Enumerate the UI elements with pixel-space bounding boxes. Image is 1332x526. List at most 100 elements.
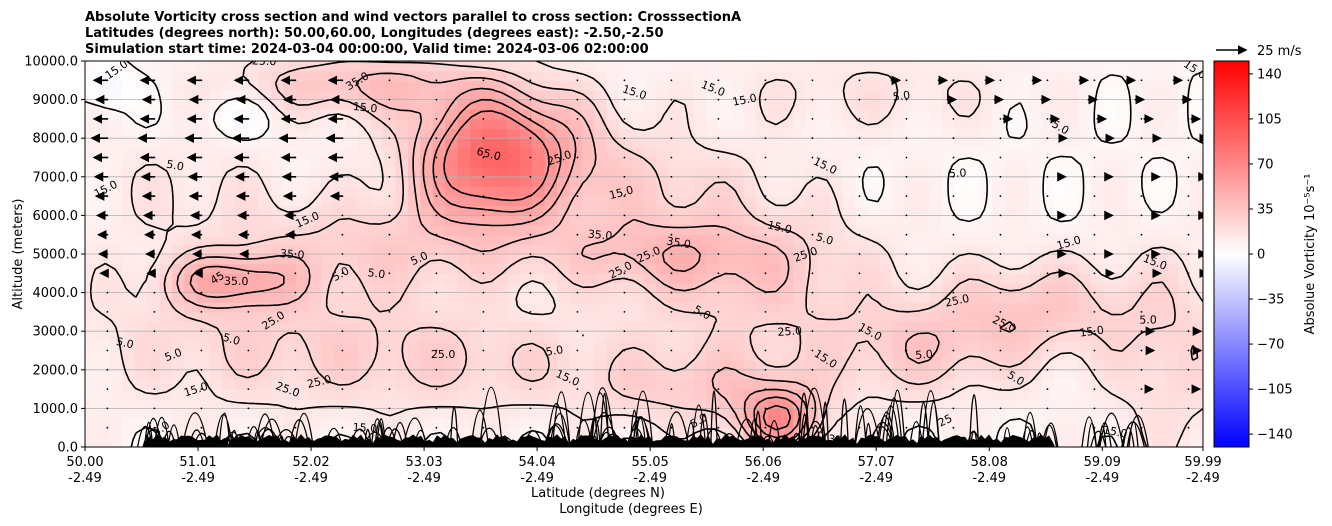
wind-vector-calm: [435, 195, 438, 198]
wind-vector-calm: [482, 388, 485, 390]
heatmap-cell: [122, 186, 136, 197]
heatmap-cell: [1116, 109, 1130, 120]
heatmap-cell: [1066, 196, 1080, 207]
wind-vector-calm: [811, 407, 814, 410]
heatmap-cell: [283, 273, 297, 284]
heatmap-cell: [1140, 311, 1154, 323]
heatmap-cell: [644, 302, 658, 313]
wind-vector-calm: [200, 330, 203, 333]
heatmap-cell: [519, 263, 533, 274]
wind-vector-calm: [294, 426, 297, 429]
heatmap-cell: [1053, 196, 1067, 207]
heatmap-cell: [1016, 215, 1030, 226]
heatmap-cell: [581, 147, 595, 159]
heatmap-cell: [345, 186, 359, 197]
heatmap-cell: [1103, 176, 1117, 188]
heatmap-cell: [557, 80, 571, 91]
heatmap-cell: [1078, 321, 1092, 332]
heatmap-cell: [594, 350, 608, 361]
heatmap-cell: [1153, 369, 1167, 381]
heatmap-cell: [358, 321, 372, 332]
heatmap-cell: [693, 398, 707, 409]
heatmap-cell: [296, 254, 310, 265]
heatmap-cell: [470, 234, 484, 245]
wind-vector-calm: [106, 311, 109, 313]
heatmap-cell: [755, 254, 769, 265]
heatmap-cell: [1128, 437, 1142, 447]
heatmap-cell: [569, 128, 583, 139]
heatmap-cell: [917, 70, 931, 81]
heatmap-cell: [1078, 263, 1092, 274]
heatmap-cell: [644, 311, 658, 323]
heatmap-cell: [171, 311, 185, 323]
heatmap-cell: [606, 418, 620, 429]
heatmap-cell: [1041, 311, 1055, 323]
heatmap-cell: [85, 147, 99, 159]
heatmap-cell: [544, 369, 558, 381]
heatmap-cell: [780, 99, 794, 110]
heatmap-cell: [1178, 340, 1192, 352]
heatmap-cell: [557, 263, 571, 274]
wind-vector-calm: [764, 214, 767, 217]
heatmap-cell: [1178, 118, 1192, 130]
heatmap-cell: [1153, 292, 1167, 303]
heatmap-cell: [892, 331, 906, 342]
heatmap-cell: [966, 128, 980, 139]
heatmap-cell: [1190, 263, 1203, 274]
heatmap-cell: [97, 70, 111, 81]
heatmap-cell: [1178, 157, 1192, 168]
wind-vector-calm: [717, 118, 720, 120]
heatmap-cell: [457, 196, 471, 207]
heatmap-cell: [134, 311, 148, 323]
wind-vector-calm: [858, 311, 861, 313]
heatmap-cell: [768, 311, 782, 323]
heatmap-cell: [1165, 167, 1179, 178]
heatmap-cell: [457, 244, 471, 255]
heatmap-cell: [296, 244, 310, 255]
wind-vector-calm: [435, 349, 438, 352]
heatmap-cell: [830, 282, 844, 294]
heatmap-cell: [85, 234, 99, 245]
heatmap-cell: [581, 379, 595, 390]
heatmap-cell: [718, 70, 732, 81]
heatmap-cell: [494, 408, 508, 419]
heatmap-cell: [892, 70, 906, 81]
heatmap-cell: [606, 282, 620, 294]
heatmap-cell: [445, 369, 459, 381]
wind-vector-calm: [1140, 311, 1143, 313]
heatmap-cell: [768, 273, 782, 284]
heatmap-cell: [258, 157, 272, 168]
heatmap-cell: [954, 263, 968, 274]
heatmap-cell: [159, 215, 173, 226]
heatmap-cell: [706, 215, 720, 226]
heatmap-cell: [333, 215, 347, 226]
heatmap-cell: [855, 205, 869, 216]
heatmap-cell: [1128, 263, 1142, 274]
heatmap-cell: [321, 196, 335, 207]
heatmap-cell: [855, 61, 869, 72]
heatmap-cell: [606, 70, 620, 81]
heatmap-cell: [321, 205, 335, 216]
heatmap-cell: [842, 427, 856, 438]
colorbar-gradient: [1213, 60, 1250, 448]
heatmap-cell: [954, 128, 968, 139]
heatmap-cell: [606, 176, 620, 188]
heatmap-cell: [1041, 138, 1055, 149]
heatmap-cell: [693, 292, 707, 303]
wind-vector-calm: [1046, 426, 1049, 429]
heatmap-cell: [842, 99, 856, 110]
heatmap-cell: [134, 61, 148, 72]
heatmap-cell: [1153, 254, 1167, 265]
heatmap-cell: [159, 331, 173, 342]
heatmap-cell: [97, 244, 111, 255]
wind-vector-calm: [858, 388, 861, 390]
heatmap-cell: [432, 234, 446, 245]
heatmap-cell: [619, 311, 633, 323]
heatmap-cell: [817, 109, 831, 120]
heatmap-cell: [482, 61, 496, 72]
wind-vector-calm: [670, 330, 673, 333]
heatmap-cell: [1190, 138, 1203, 149]
heatmap-cell: [681, 379, 695, 390]
heatmap-cell: [283, 302, 297, 313]
heatmap-cell: [1053, 369, 1067, 381]
